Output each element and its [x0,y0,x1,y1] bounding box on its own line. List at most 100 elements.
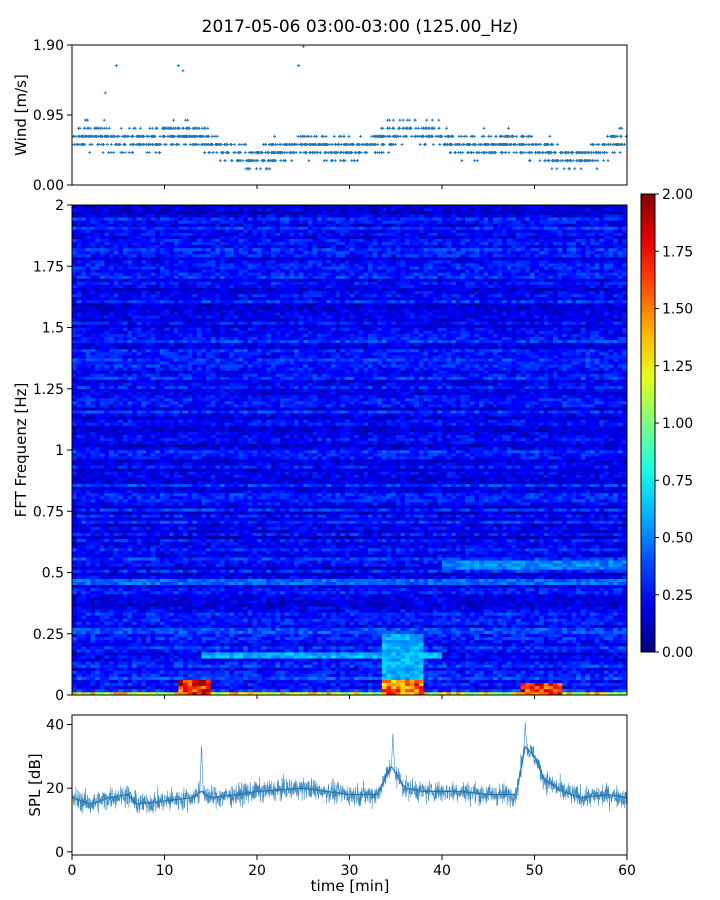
spectrogram-cell [118,471,124,475]
spectrogram-cell [72,440,78,445]
spectrogram-cell [76,483,82,488]
spectrogram-cell [95,667,101,671]
spectrogram-cell [136,501,142,506]
spectrogram-cell [90,213,96,218]
spectrogram-cell [81,339,87,344]
spectrogram-cell [81,299,87,304]
wind-point [320,142,324,146]
spectrogram-cell [72,566,78,570]
spectrogram-cell [141,612,147,616]
spectrogram-cell [118,584,124,589]
spectrogram-cell [118,327,124,331]
spectrogram-cell [104,367,110,371]
spectrogram-cell [85,210,92,215]
spectrogram-cell [122,287,129,292]
spectrogram-cell [127,504,133,509]
spectrogram-cell [127,575,133,579]
spectrogram-cell [113,612,119,616]
wind-point [270,159,274,163]
spectrogram-cell [118,299,124,304]
spectrogram-cell [90,238,96,243]
spectrogram-cell [127,599,133,604]
spectrogram-cell [169,259,175,264]
spectrogram-cell [141,216,147,221]
spectrogram-cell [85,385,92,390]
spectrogram-cell [141,213,147,218]
spectrogram-cell [113,207,119,212]
spectrogram-cell [90,324,96,328]
spectrogram-cell [155,599,161,604]
spectrogram-cell [159,612,166,616]
spectrogram-cell [90,642,96,647]
spectrogram-cell [159,223,166,227]
spectrogram-cell [159,213,166,218]
spectrogram-cell [113,241,119,246]
spectrogram-cell [169,391,175,396]
spectrogram-cell [81,259,87,264]
wind-point [256,151,260,155]
wind-y-tick-label: 0.95 [33,108,64,124]
spectrogram-cell [141,345,147,350]
spectrogram-cell [72,685,78,690]
wind-point [551,142,555,146]
spectrogram-cell [76,535,82,540]
spectrogram-cell [141,348,147,353]
spectrogram-cell [85,455,92,460]
wind-point [339,151,343,155]
spectrogram-cell [104,602,110,607]
spectrogram-cell [169,550,175,555]
spectrogram-cell [155,232,161,236]
spectrogram-cell [104,688,110,693]
spectrogram-cell [72,630,78,635]
wind-point [213,134,217,138]
spectrogram-cell [118,492,124,497]
spectrogram-cell [164,599,170,604]
spectrogram-cell [169,520,175,524]
spectrogram-cell [109,507,115,512]
spectrogram-cell [99,455,105,460]
spectrogram-cell [146,569,152,573]
spectrogram-cell [164,566,170,570]
spectrogram-cell [85,373,92,377]
spectrogram-cell [76,645,82,650]
wind-point [437,126,441,130]
spectrogram-cell [81,284,87,288]
wind-point [88,151,92,155]
wind-point [170,142,174,146]
spectrogram-cell [72,507,78,512]
spectrogram-cell [95,664,101,668]
spectrogram-cell [173,367,179,371]
wind-point [510,134,514,138]
spectrogram-cell [146,284,152,288]
spectrogram-cell [99,538,105,543]
spectrogram-cell [127,563,133,567]
spectrogram-cell [146,397,152,402]
spectrogram-cell [136,535,142,540]
spectrogram-cell [81,278,87,282]
spectrogram-cell [159,651,166,656]
spectrogram-cell [95,495,101,500]
spectrogram-cell [113,661,119,665]
spectrogram-cell [146,348,152,353]
spectrogram-cell [104,471,110,475]
spectrogram-cell [141,431,147,435]
spectrogram-cell [159,495,166,500]
spectrogram-cell [146,443,152,448]
spectrogram-cell [122,517,129,521]
spectrogram-cell [155,532,161,537]
spectrogram-cell [109,596,115,601]
spectrogram-cell [104,682,110,687]
spectrogram-cell [85,425,92,429]
spectrogram-cell [72,645,78,650]
spectrogram-cell [155,321,161,325]
spectrogram-cell [150,498,156,503]
spectrogram-cell [164,419,170,423]
spectrogram-cell [141,474,147,478]
spectrogram-cell [132,520,138,524]
wind-point [527,142,531,146]
spectrogram-cell [155,241,161,246]
spectrogram-cell [159,627,166,631]
spectrogram-cell [146,265,152,270]
spectrogram-cell [109,526,115,530]
spectrogram-cell [81,608,87,613]
